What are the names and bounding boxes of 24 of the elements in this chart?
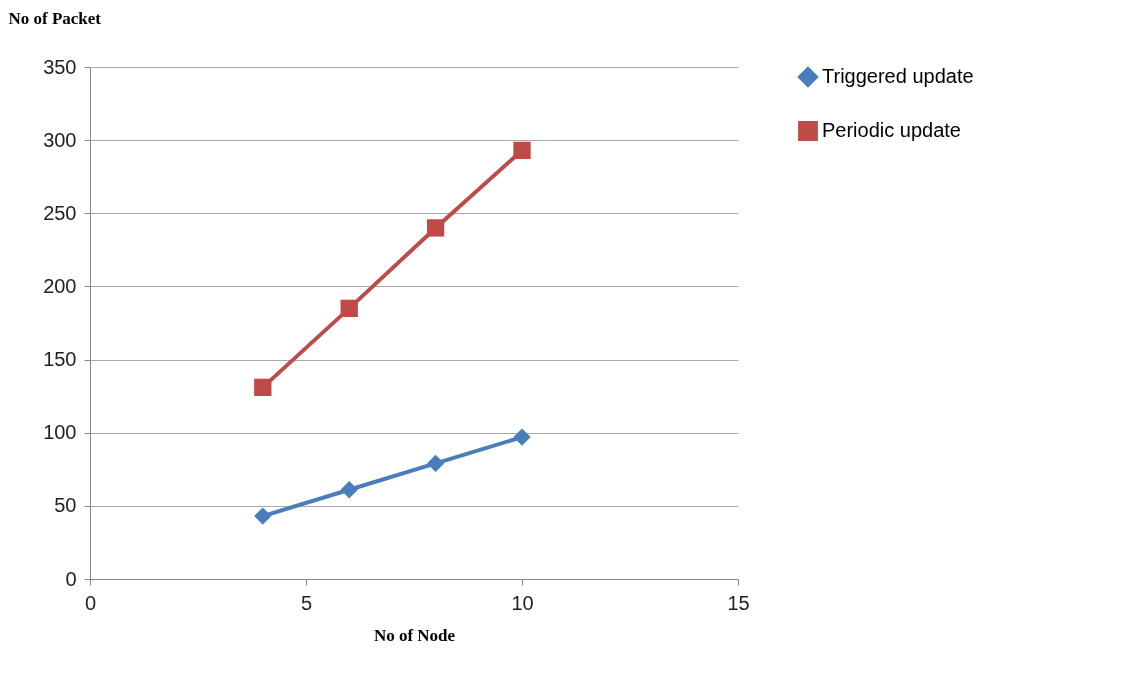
point: [513, 428, 531, 446]
x-tick-label: 5: [300, 591, 313, 614]
y-tick-label: 250: [43, 201, 77, 224]
x-tick-label: 15: [727, 591, 750, 614]
point: [426, 219, 445, 237]
x-tick-label: 10: [511, 591, 534, 614]
y-tick-label: 300: [43, 128, 77, 151]
y-tick-label: 100: [43, 421, 77, 444]
point: [254, 507, 272, 525]
y-tick-label: 50: [54, 494, 77, 517]
y-tick-label: 0: [65, 567, 77, 590]
y-tick-label: 150: [43, 348, 77, 371]
point: [340, 299, 358, 318]
legend-label: Periodic update: [822, 119, 961, 141]
x-tick-label: 0: [84, 591, 97, 614]
legend-label: Triggered update: [822, 65, 974, 87]
point: [426, 454, 445, 473]
y-tick-label: 350: [43, 55, 77, 78]
point: [513, 141, 531, 160]
point: [254, 378, 272, 397]
y-axis-title: No of Packet: [8, 8, 102, 28]
point: [340, 481, 358, 499]
y-tick-label: 200: [43, 274, 77, 297]
x-axis-title: No of Node: [373, 625, 456, 645]
